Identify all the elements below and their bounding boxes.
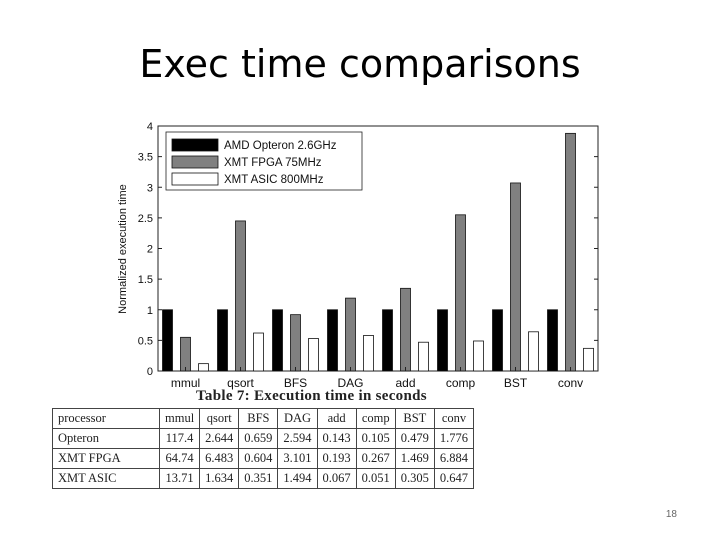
table-header-cell: BFS: [238, 408, 279, 429]
x-tick-label: qsort: [227, 376, 254, 390]
y-tick-label: 0: [147, 366, 153, 378]
table-cell: 2.644: [199, 428, 240, 449]
table-header-cell: comp: [355, 408, 396, 429]
y-tick-label: 3: [147, 182, 153, 194]
x-axis-ticks: mmul qsort BFS DAG add comp BST conv: [171, 367, 583, 390]
y-tick-label: 4: [147, 121, 153, 133]
bar-add-fpga: [400, 287, 411, 372]
x-tick-label: BFS: [284, 376, 307, 390]
legend-label: AMD Opteron 2.6GHz: [224, 140, 337, 152]
bar-comp-opteron: [437, 309, 448, 372]
table-cell: 1.634: [199, 468, 240, 489]
legend-label: XMT FPGA 75MHz: [224, 157, 322, 169]
bar-bfs-fpga: [290, 314, 301, 372]
table-header-cell: mmul: [158, 408, 201, 429]
slide-title: Exec time comparisons: [139, 42, 581, 86]
table-cell: 1.776: [433, 428, 475, 449]
table-cell: 0.647: [433, 468, 475, 489]
bar-comp-asic: [473, 340, 484, 372]
y-tick-label: 0.5: [138, 335, 153, 347]
table-cell: 117.4: [158, 428, 201, 449]
table-cell: 3.101: [277, 448, 318, 469]
bar-mmul-fpga: [180, 336, 191, 372]
x-tick-label: add: [395, 376, 415, 390]
table-row: XMT FPGA 64.74 6.483 0.604 3.101 0.193 0.267 1.…: [52, 448, 475, 469]
y-tick-label: 1: [147, 305, 153, 317]
y-axis-ticks: 0 0.5 1 1.5 2 2.5 3 3.5 4: [138, 121, 598, 378]
x-tick-label: mmul: [171, 376, 200, 390]
table-cell: 0.479: [394, 428, 435, 449]
page-number: 18: [665, 509, 677, 520]
bar-bst-fpga: [510, 182, 521, 372]
bar-bfs-opteron: [272, 309, 283, 372]
execution-time-table: processor mmul qsort BFS DAG add comp BST conv O…: [52, 408, 475, 489]
bar-bst-opteron: [492, 309, 503, 372]
table-cell: 0.067: [316, 468, 357, 489]
table-caption: Table 7: Execution time in seconds: [196, 388, 427, 404]
table-cell: XMT FPGA: [52, 448, 160, 469]
table-header-cell: add: [316, 408, 357, 429]
bar-add-asic: [418, 341, 429, 372]
table-cell: 0.051: [355, 468, 396, 489]
bar-dag-asic: [363, 335, 374, 372]
table-cell: 2.594: [277, 428, 318, 449]
y-tick-label: 2: [147, 244, 153, 256]
bar-dag-fpga: [345, 297, 356, 372]
bar-bst-asic: [528, 331, 539, 372]
bar-dag-opteron: [327, 309, 338, 372]
bar-add-opteron: [382, 309, 393, 372]
table-row: XMT ASIC 13.71 1.634 0.351 1.494 0.067 0.051 0.…: [52, 468, 475, 489]
x-tick-label: conv: [558, 376, 583, 390]
y-axis-label: Normalized execution time: [117, 184, 129, 314]
bar-comp-fpga: [455, 214, 466, 372]
table-cell: 64.74: [158, 448, 201, 469]
table-cell: Opteron: [52, 428, 160, 449]
table-cell: 0.351: [238, 468, 279, 489]
table-cell: 0.604: [238, 448, 279, 469]
table-cell: 0.305: [394, 468, 435, 489]
bar-conv-opteron: [547, 309, 558, 372]
table-header-row: processor mmul qsort BFS DAG add comp BST conv: [52, 408, 475, 429]
table-cell: 0.267: [355, 448, 396, 469]
y-tick-label: 1.5: [138, 274, 153, 286]
bar-qsort-opteron: [217, 309, 228, 372]
x-tick-label: BST: [504, 376, 528, 390]
table-header-cell: DAG: [277, 408, 318, 429]
bar-qsort-asic: [253, 332, 264, 372]
table-cell: 6.884: [433, 448, 475, 469]
bar-mmul-asic: [198, 363, 209, 372]
legend-label: XMT ASIC 800MHz: [224, 174, 324, 186]
table-cell: 0.105: [355, 428, 396, 449]
table-cell: 0.659: [238, 428, 279, 449]
table-header-cell: BST: [394, 408, 435, 429]
table-header-cell: conv: [433, 408, 475, 429]
bar-mmul-opteron: [162, 309, 173, 372]
table-cell: 0.143: [316, 428, 357, 449]
bar-bfs-asic: [308, 338, 319, 372]
legend-swatch: [171, 172, 219, 186]
table-cell: 6.483: [199, 448, 240, 469]
y-tick-label: 3.5: [138, 152, 153, 164]
table-cell: 1.494: [277, 468, 318, 489]
table-row: Opteron 117.4 2.644 0.659 2.594 0.143 0.105 0.4…: [52, 428, 475, 449]
legend-swatch: [171, 138, 219, 152]
x-tick-label: comp: [446, 376, 476, 390]
table-cell: 13.71: [158, 468, 201, 489]
table-cell: XMT ASIC: [52, 468, 160, 489]
bar-conv-fpga: [565, 132, 576, 372]
y-tick-label: 2.5: [138, 213, 153, 225]
table-cell: 1.469: [394, 448, 435, 469]
legend: AMD Opteron 2.6GHz XMT FPGA 75MHz XMT ASIC…: [165, 131, 363, 191]
x-tick-label: DAG: [337, 376, 363, 390]
table-header-cell: processor: [52, 408, 160, 429]
legend-swatch: [171, 155, 219, 169]
bar-chart: 0 0.5 1 1.5 2 2.5 3 3.5 4 mmul qsort BFS DAG add comp…: [117, 121, 599, 390]
bar-conv-asic: [583, 347, 594, 372]
table-cell: 0.193: [316, 448, 357, 469]
table-header-cell: qsort: [199, 408, 240, 429]
bar-qsort-fpga: [235, 220, 246, 372]
